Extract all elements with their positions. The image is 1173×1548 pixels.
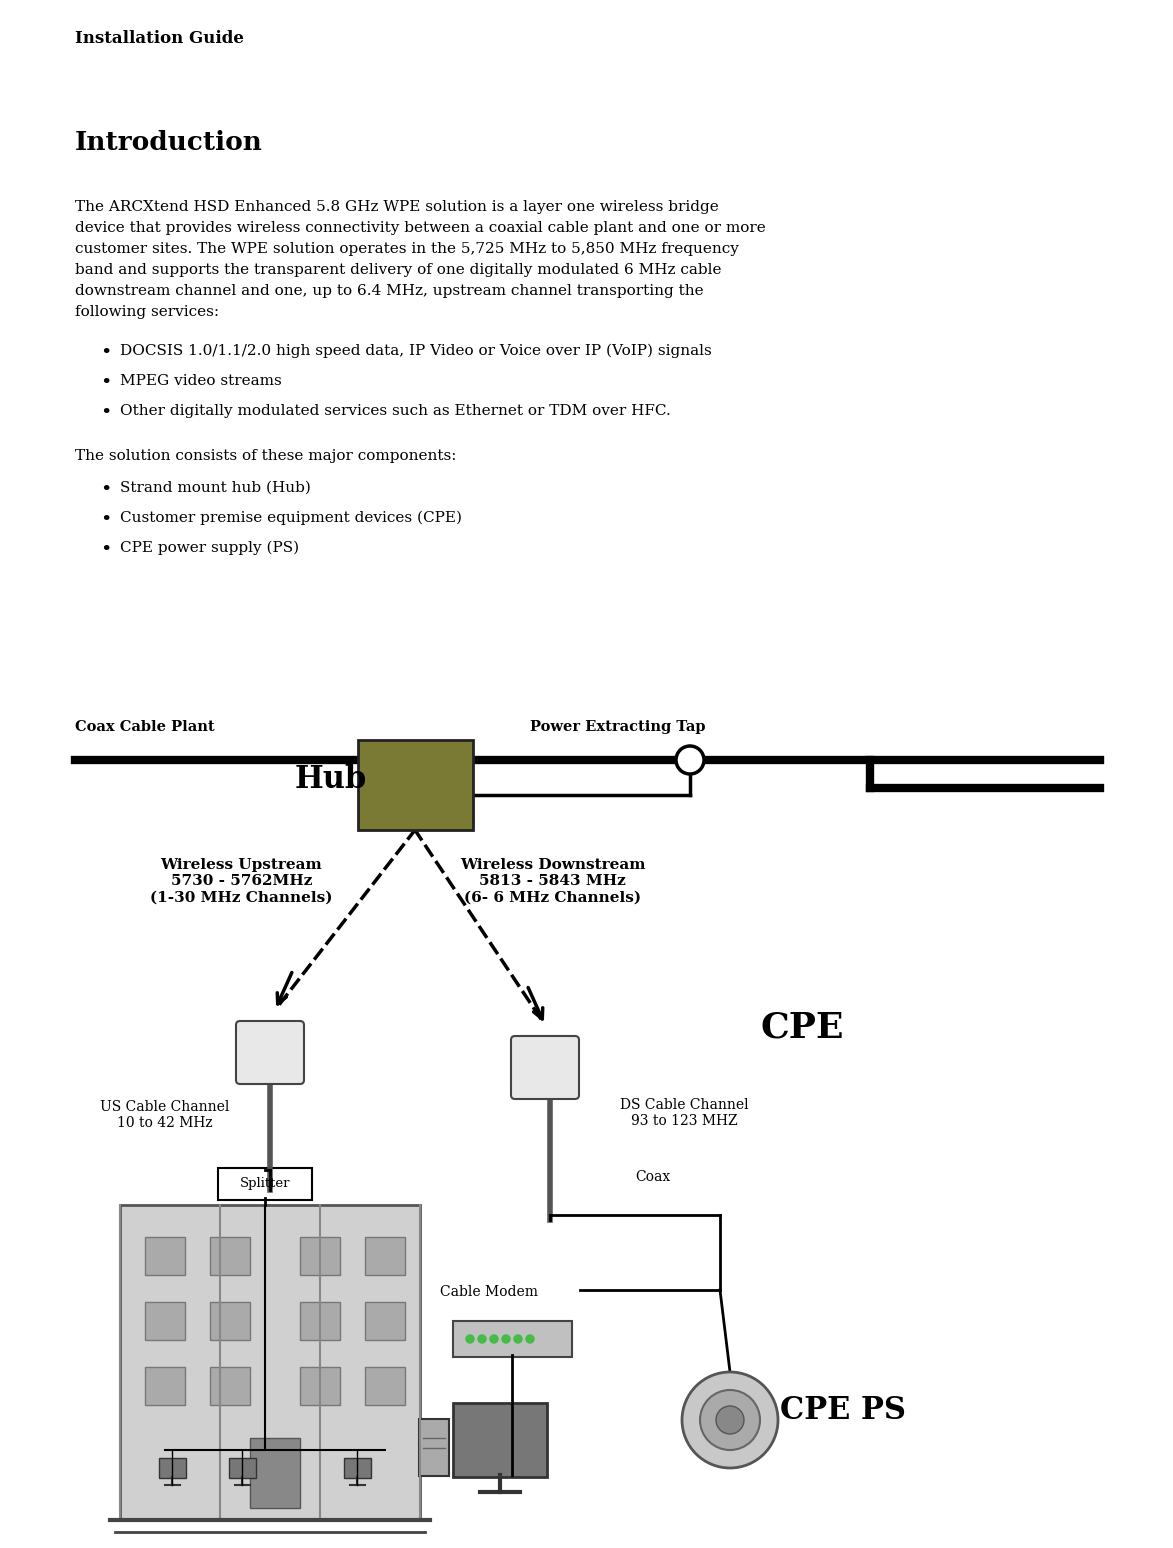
FancyBboxPatch shape [210,1302,250,1341]
Circle shape [526,1334,534,1344]
Text: Power Extracting Tap: Power Extracting Tap [530,720,705,734]
FancyBboxPatch shape [145,1302,185,1341]
Circle shape [716,1406,744,1433]
Text: Customer premise equipment devices (CPE): Customer premise equipment devices (CPE) [120,511,462,525]
FancyBboxPatch shape [145,1237,185,1276]
FancyBboxPatch shape [453,1402,547,1477]
Text: Other digitally modulated services such as Ethernet or TDM over HFC.: Other digitally modulated services such … [120,404,671,418]
Text: Strand mount hub (Hub): Strand mount hub (Hub) [120,481,311,495]
FancyBboxPatch shape [365,1302,405,1341]
FancyBboxPatch shape [300,1367,340,1406]
FancyBboxPatch shape [120,1204,420,1520]
FancyBboxPatch shape [236,1022,304,1084]
Circle shape [700,1390,760,1450]
Text: Hub: Hub [294,765,367,796]
Text: CPE: CPE [760,1009,843,1043]
Text: band and supports the transparent delivery of one digitally modulated 6 MHz cabl: band and supports the transparent delive… [75,263,721,277]
Text: •: • [100,404,111,423]
FancyBboxPatch shape [358,740,473,830]
Circle shape [490,1334,499,1344]
FancyBboxPatch shape [229,1458,256,1478]
Circle shape [466,1334,474,1344]
FancyBboxPatch shape [365,1237,405,1276]
Text: DS Cable Channel
93 to 123 MHZ: DS Cable Channel 93 to 123 MHZ [621,1098,748,1128]
Text: •: • [100,511,111,529]
Text: Introduction: Introduction [75,130,263,155]
Circle shape [682,1372,778,1468]
Circle shape [676,746,704,774]
FancyBboxPatch shape [218,1169,312,1200]
Text: •: • [100,375,111,392]
Text: CPE power supply (PS): CPE power supply (PS) [120,540,299,556]
Text: CPE PS: CPE PS [780,1395,906,1426]
Text: Wireless Upstream
5730 - 5762MHz
(1-30 MHz Channels): Wireless Upstream 5730 - 5762MHz (1-30 M… [150,858,332,904]
FancyBboxPatch shape [210,1367,250,1406]
Circle shape [514,1334,522,1344]
Text: DOCSIS 1.0/1.1/2.0 high speed data, IP Video or Voice over IP (VoIP) signals: DOCSIS 1.0/1.1/2.0 high speed data, IP V… [120,344,712,359]
FancyBboxPatch shape [511,1036,579,1099]
Circle shape [502,1334,510,1344]
FancyBboxPatch shape [145,1367,185,1406]
Text: MPEG video streams: MPEG video streams [120,375,282,389]
Circle shape [479,1334,486,1344]
FancyBboxPatch shape [300,1237,340,1276]
Text: downstream channel and one, up to 6.4 MHz, upstream channel transporting the: downstream channel and one, up to 6.4 MH… [75,283,704,299]
FancyBboxPatch shape [365,1367,405,1406]
Text: Wireless Downstream
5813 - 5843 MHz
(6- 6 MHz Channels): Wireless Downstream 5813 - 5843 MHz (6- … [460,858,645,904]
Text: Splitter: Splitter [239,1178,290,1190]
Text: following services:: following services: [75,305,219,319]
FancyBboxPatch shape [250,1438,300,1508]
Text: US Cable Channel
10 to 42 MHz: US Cable Channel 10 to 42 MHz [100,1101,230,1130]
Text: customer sites. The WPE solution operates in the 5,725 MHz to 5,850 MHz frequenc: customer sites. The WPE solution operate… [75,241,739,255]
Text: Coax Cable Plant: Coax Cable Plant [75,720,215,734]
FancyBboxPatch shape [210,1237,250,1276]
Text: Coax: Coax [635,1170,670,1184]
Text: Installation Guide: Installation Guide [75,29,244,46]
Text: •: • [100,481,111,498]
FancyBboxPatch shape [160,1458,187,1478]
Text: The ARCXtend HSD Enhanced 5.8 GHz WPE solution is a layer one wireless bridge: The ARCXtend HSD Enhanced 5.8 GHz WPE so… [75,200,719,214]
Text: •: • [100,540,111,559]
Text: device that provides wireless connectivity between a coaxial cable plant and one: device that provides wireless connectivi… [75,221,766,235]
FancyBboxPatch shape [419,1420,449,1475]
FancyBboxPatch shape [453,1320,572,1358]
Text: Cable Modem: Cable Modem [440,1285,538,1299]
Text: The solution consists of these major components:: The solution consists of these major com… [75,449,456,463]
FancyBboxPatch shape [344,1458,371,1478]
FancyBboxPatch shape [300,1302,340,1341]
Text: •: • [100,344,111,362]
